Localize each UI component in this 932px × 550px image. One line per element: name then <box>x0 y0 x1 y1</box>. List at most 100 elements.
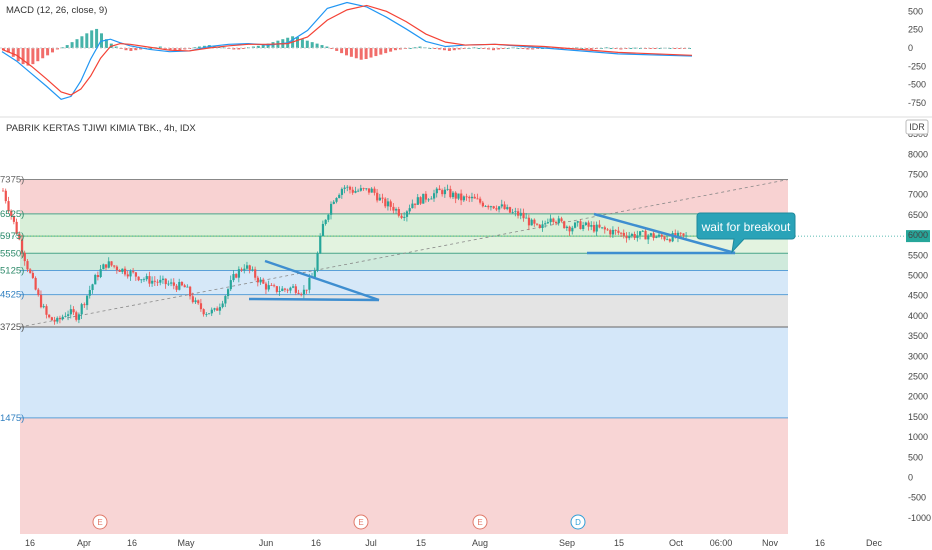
candle-body <box>245 265 249 269</box>
price-y-tick-label: 1000 <box>908 432 928 442</box>
candle-body <box>622 232 625 236</box>
candle-body <box>329 203 333 215</box>
event-marker-earnings[interactable] <box>353 514 369 530</box>
macd-histogram-bar <box>590 48 593 50</box>
macd-histogram-bar <box>129 48 133 51</box>
candle-body <box>115 266 119 271</box>
candle-body <box>392 206 395 211</box>
candle-body <box>12 215 16 222</box>
candle-body <box>351 189 354 193</box>
candle-body <box>99 269 102 278</box>
macd-histogram-bar <box>173 48 177 51</box>
macd-histogram-bar <box>139 48 143 50</box>
macd-histogram-bar <box>340 48 344 54</box>
candle-body <box>489 206 493 208</box>
candle-body <box>129 271 132 277</box>
candle-body <box>606 229 609 231</box>
candle-body <box>42 306 45 308</box>
candle-body <box>2 190 5 192</box>
candle-body <box>446 188 449 190</box>
candle-body <box>641 230 644 232</box>
event-marker-earnings[interactable] <box>472 514 488 530</box>
candles <box>2 184 688 325</box>
x-tick-label: Jul <box>365 538 377 548</box>
signal-line <box>1 4 693 96</box>
candle-body <box>153 280 156 282</box>
wedge-1-support-line[interactable] <box>248 297 380 302</box>
price-y-tick-label: -1000 <box>908 513 931 523</box>
macd-histogram-bar <box>90 30 94 48</box>
macd-histogram-bar <box>374 48 378 57</box>
macd-histogram-bar <box>300 39 304 48</box>
time-axis[interactable]: 16 Apr 16 May Jun 16 Jul 15 Aug Sep 15 Oct 06:00 Nov 1… <box>25 538 883 548</box>
macd-histogram-bar <box>433 48 437 49</box>
candle-body <box>197 300 200 304</box>
candle-body <box>630 234 634 236</box>
wedge-1-upper-line[interactable] <box>264 259 380 302</box>
candle-body <box>652 233 655 238</box>
event-marker-earnings[interactable] <box>92 514 108 530</box>
macd-histogram-bar <box>447 48 451 51</box>
macd-histogram-bar <box>36 48 40 62</box>
candle-body <box>105 264 108 268</box>
wedge-2-upper-line[interactable] <box>593 212 736 255</box>
candle-body <box>508 207 512 213</box>
event-marker-dividend[interactable] <box>570 514 586 530</box>
macd-histogram-bar <box>158 46 162 48</box>
candle-body <box>457 193 460 199</box>
x-tick-label: 16 <box>25 538 35 548</box>
candle-body <box>405 211 409 217</box>
candle-body <box>226 289 230 297</box>
candle-body <box>15 221 18 234</box>
macd-histogram-bar <box>619 48 623 50</box>
candle-body <box>563 221 566 229</box>
candle-body <box>191 296 194 303</box>
macd-histogram-bar <box>6 48 10 53</box>
candle-body <box>557 218 560 224</box>
macd-histogram-bar <box>183 48 187 50</box>
candle-body <box>511 212 514 213</box>
macd-histogram-bar <box>389 48 393 52</box>
candle-body <box>88 290 91 296</box>
candle-body <box>633 234 636 239</box>
candle-body <box>598 224 601 228</box>
candle-body <box>549 218 552 223</box>
macd-y-axis: 500 250 0 -250 -500 -750 <box>908 6 926 108</box>
macd-histogram-bar <box>330 48 334 49</box>
macd-histogram-bar <box>560 48 564 50</box>
candle-body <box>359 188 363 191</box>
macd-histogram-bar <box>452 48 456 51</box>
price-pane: wait for breakout 7375) 6525) 5975) 5550) 51… <box>0 119 931 548</box>
candle-body <box>305 289 308 291</box>
candle-body <box>48 314 51 318</box>
candle-body <box>376 192 379 201</box>
macd-histogram-bar <box>232 48 236 50</box>
price-y-tick-label: 3500 <box>908 331 928 341</box>
fib-zone <box>20 326 788 418</box>
candle-body <box>411 203 414 209</box>
macd-histogram-bar <box>634 47 638 49</box>
candle-body <box>576 221 579 223</box>
currency-badge[interactable]: IDR <box>905 119 929 135</box>
candle-body <box>80 304 83 315</box>
candle-body <box>164 278 167 285</box>
macd-histogram-bar <box>443 48 446 51</box>
candle-body <box>34 277 37 290</box>
candle-body <box>145 276 148 280</box>
candle-body <box>614 229 617 231</box>
breakout-callout[interactable] <box>696 212 796 254</box>
x-tick-label: 16 <box>311 538 321 548</box>
price-y-tick-label: 7000 <box>908 190 928 200</box>
candle-body <box>525 217 528 219</box>
drawings[interactable]: wait for breakout <box>248 212 796 302</box>
macd-histogram-bar <box>51 48 54 53</box>
macd-histogram-bar <box>629 48 633 49</box>
candle-body <box>302 289 306 295</box>
candle-body <box>682 233 685 236</box>
macd-lines <box>1 1 693 101</box>
candle-body <box>335 197 338 202</box>
candle-body <box>666 239 669 241</box>
macd-histogram-bar <box>11 48 15 57</box>
candle-body <box>235 274 238 278</box>
candle-body <box>348 186 352 190</box>
